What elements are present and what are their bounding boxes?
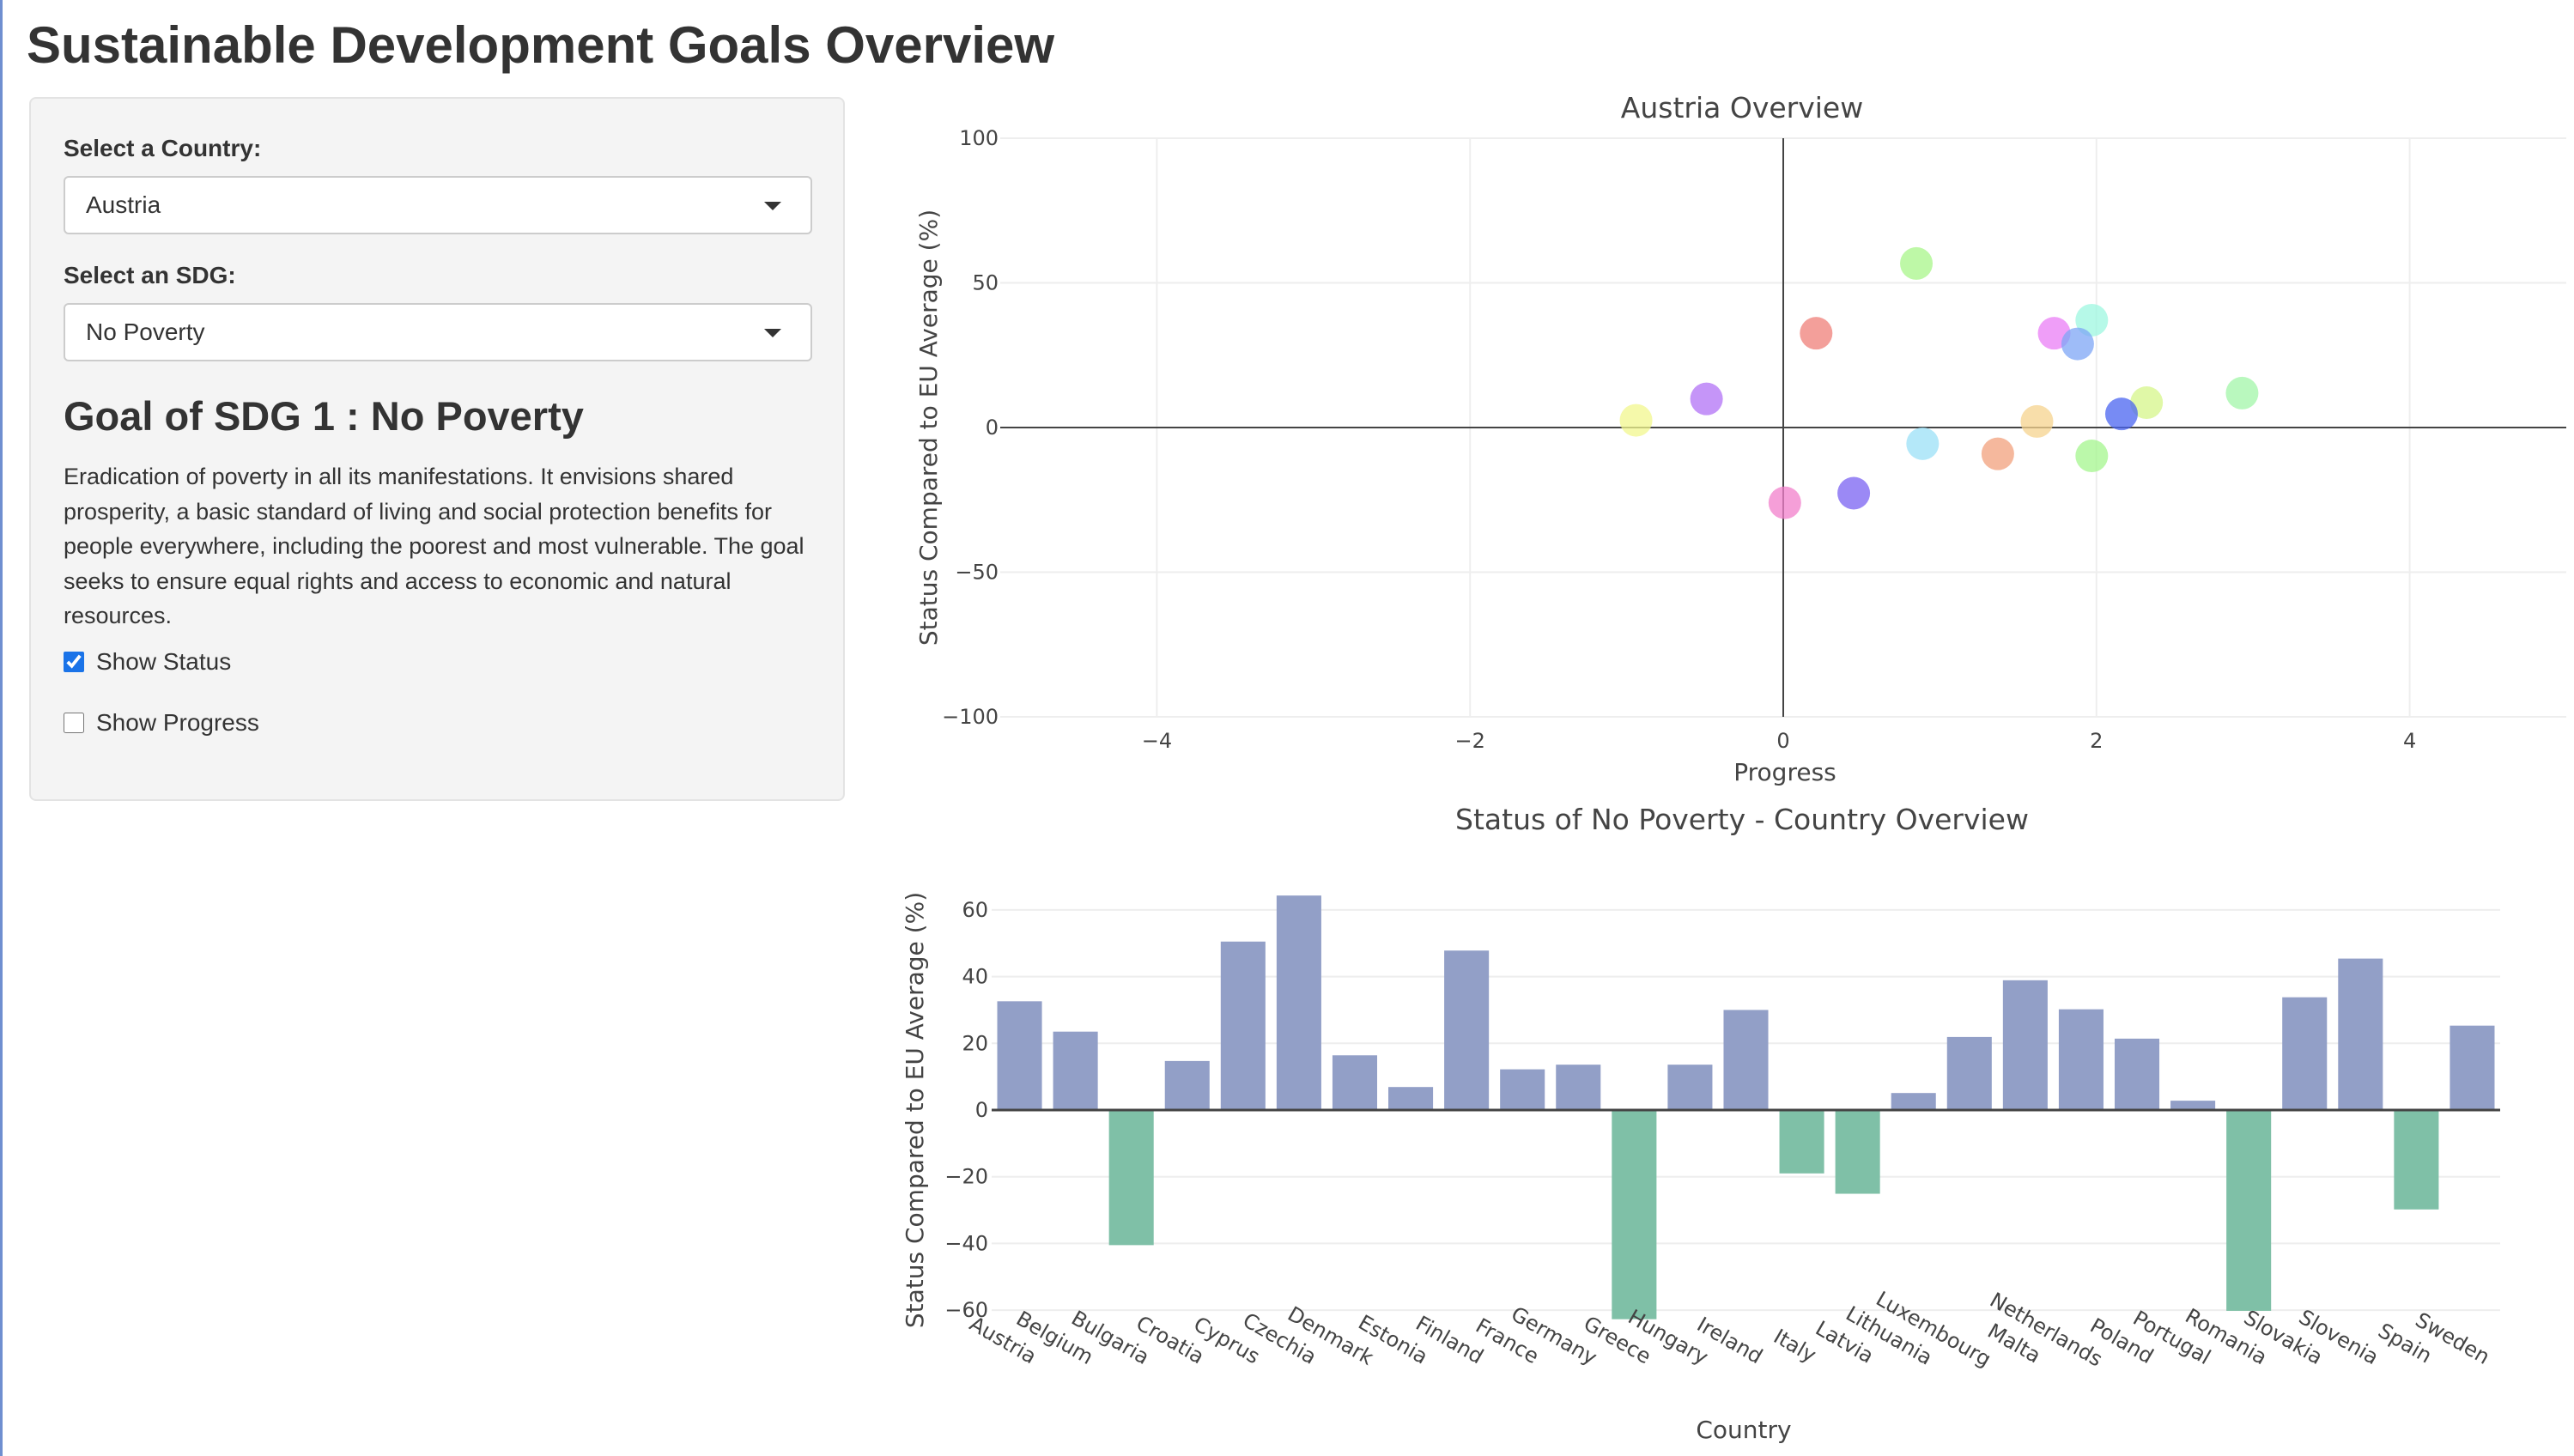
- scatter-point: [2104, 397, 2138, 431]
- goal-description: Eradication of poverty in all its manife…: [64, 464, 804, 628]
- country-label: Select a Country:: [64, 135, 262, 161]
- goal-heading: Goal of SDG 1 : No Poverty: [64, 393, 584, 439]
- show-progress-input[interactable]: [64, 713, 84, 733]
- country-select[interactable]: Austria: [64, 176, 812, 234]
- scatter-point: [2061, 327, 2094, 361]
- bar: [1220, 941, 1266, 1110]
- bar: [1444, 950, 1490, 1110]
- scatter-point: [2075, 303, 2109, 337]
- x-tick-label: −4: [1142, 729, 1172, 753]
- scatter-x-label: Progress: [1733, 758, 1836, 786]
- y-tick-label: −50: [955, 561, 999, 585]
- scatter-point: [2075, 440, 2109, 473]
- scatter-point: [1619, 403, 1653, 437]
- bar-x-label: Country: [1696, 1416, 1791, 1444]
- show-status-input[interactable]: [64, 652, 84, 672]
- x-tick-label: 4: [2403, 729, 2416, 753]
- scatter-point: [1906, 427, 1940, 460]
- bar: [1164, 1060, 1210, 1110]
- sdg-label: Select an SDG:: [64, 262, 236, 288]
- bar: [1556, 1065, 1601, 1110]
- y-tick-label: 50: [972, 271, 999, 295]
- sidebar-panel: Select a Country: Austria Select an SDG:…: [29, 97, 845, 801]
- page-title: Sustainable Development Goals Overview: [27, 16, 1055, 74]
- x-tick-label: Italy: [1770, 1325, 1820, 1368]
- y-tick-label: −40: [944, 1231, 988, 1255]
- show-status-checkbox[interactable]: Show Status: [64, 648, 231, 676]
- scatter-point: [1837, 476, 1871, 510]
- bar: [1946, 1036, 1992, 1110]
- bar: [997, 1001, 1042, 1110]
- charts-canvas: Austria Overview Progress Status Compare…: [901, 91, 2566, 1444]
- bar: [1667, 1065, 1713, 1110]
- show-progress-label: Show Progress: [96, 709, 259, 736]
- bar: [1276, 895, 1321, 1110]
- y-tick-label: −60: [944, 1298, 988, 1322]
- y-tick-label: 20: [962, 1031, 988, 1055]
- sdg-select[interactable]: No Poverty: [64, 303, 812, 361]
- scatter-title: Austria Overview: [1621, 91, 1863, 124]
- bar: [2394, 1110, 2439, 1210]
- scatter-chart[interactable]: Austria Overview Progress Status Compare…: [914, 91, 2566, 786]
- bar: [2226, 1110, 2272, 1311]
- bar: [2170, 1101, 2216, 1110]
- y-tick-label: −20: [944, 1165, 988, 1189]
- y-tick-label: 60: [962, 898, 988, 922]
- bar-title: Status of No Poverty - Country Overview: [1455, 803, 2029, 836]
- bar: [2058, 1009, 2104, 1110]
- y-tick-label: −100: [942, 705, 999, 729]
- scatter-point: [1800, 317, 1833, 350]
- bar: [1612, 1110, 1657, 1320]
- bar: [2338, 958, 2383, 1110]
- chevron-down-icon: [764, 202, 781, 210]
- y-tick-label: 0: [986, 416, 999, 440]
- bar: [1723, 1010, 1769, 1110]
- scatter-point: [2130, 386, 2164, 420]
- scatter-point: [2020, 404, 2054, 438]
- scatter-point: [1768, 486, 1801, 519]
- x-tick-label: 0: [1776, 729, 1789, 753]
- scatter-y-label: Status Compared to EU Average (%): [914, 209, 943, 646]
- chevron-down-icon: [764, 329, 781, 337]
- scatter-point: [1900, 246, 1934, 280]
- y-tick-label: 40: [962, 965, 988, 989]
- show-status-label: Show Status: [96, 648, 232, 675]
- bar: [1500, 1069, 1545, 1110]
- bar: [1108, 1110, 1154, 1246]
- bar: [2114, 1038, 2160, 1110]
- bar: [2002, 980, 2048, 1110]
- bar: [1891, 1093, 1936, 1110]
- bar-chart[interactable]: Status of No Poverty - Country Overview …: [901, 803, 2500, 1444]
- bar: [2282, 997, 2328, 1110]
- y-tick-label: 100: [959, 126, 999, 150]
- country-select-value: Austria: [86, 191, 161, 218]
- x-tick-label: −2: [1455, 729, 1485, 753]
- scatter-point: [2225, 376, 2259, 410]
- scatter-point: [1690, 382, 1723, 416]
- sdg-select-value: No Poverty: [86, 318, 205, 345]
- bar: [1332, 1055, 1378, 1110]
- bar: [1779, 1110, 1824, 1174]
- x-tick-label: 2: [2090, 729, 2103, 753]
- bar-y-label: Status Compared to EU Average (%): [901, 892, 929, 1328]
- bar: [1835, 1110, 1880, 1194]
- bar: [1388, 1087, 1434, 1110]
- bar: [2450, 1025, 2495, 1110]
- bar: [1053, 1031, 1098, 1110]
- scatter-point: [1981, 437, 2014, 470]
- show-progress-checkbox[interactable]: Show Progress: [64, 709, 259, 737]
- y-tick-label: 0: [975, 1098, 988, 1122]
